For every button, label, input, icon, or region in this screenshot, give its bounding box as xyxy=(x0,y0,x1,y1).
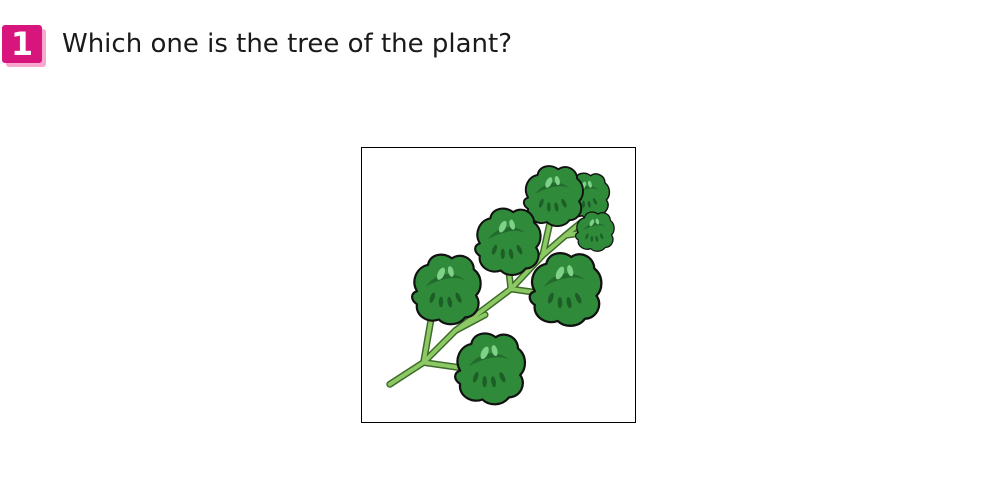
plant-image-frame xyxy=(361,147,636,423)
question-number: 1 xyxy=(2,25,42,63)
question-number-badge: 1 xyxy=(2,25,46,67)
question-text: Which one is the tree of the plant? xyxy=(62,29,513,59)
parsley-sprig-icon xyxy=(386,165,615,406)
